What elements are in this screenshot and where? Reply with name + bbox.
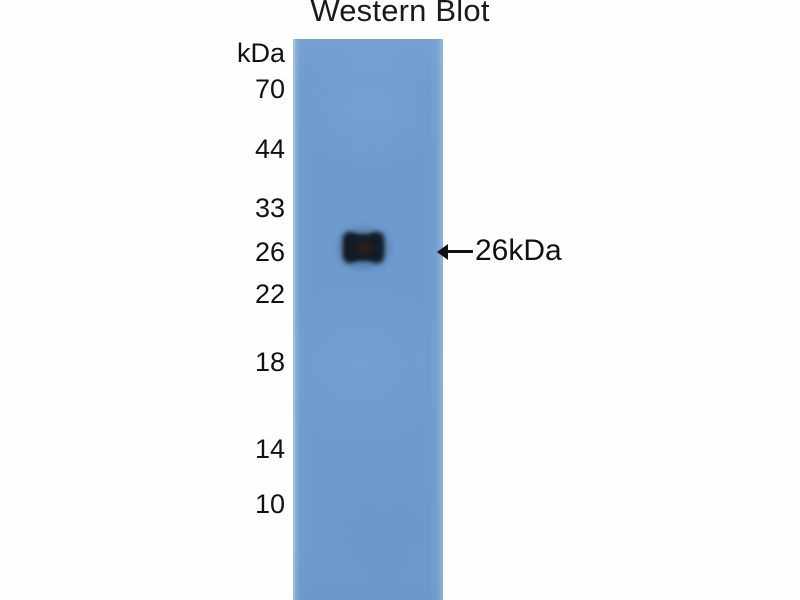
ladder-unit-label: kDa bbox=[236, 38, 285, 68]
arrow-shaft bbox=[444, 250, 473, 253]
band-annotation: 26kDa bbox=[437, 236, 562, 266]
band-annotation-label: 26kDa bbox=[475, 234, 562, 267]
ladder-marker-26: 26 bbox=[254, 237, 285, 267]
ladder-marker-44: 44 bbox=[254, 134, 285, 164]
ladder-marker-14: 14 bbox=[254, 434, 285, 464]
ladder-marker-70: 70 bbox=[254, 74, 285, 104]
ladder-marker-18: 18 bbox=[254, 347, 285, 377]
arrow-head bbox=[437, 243, 448, 260]
left-arrow-icon bbox=[437, 240, 473, 262]
ladder-marker-33: 33 bbox=[254, 193, 285, 223]
gel-lane-texture bbox=[293, 39, 443, 600]
ladder-marker-22: 22 bbox=[254, 279, 285, 309]
ladder-marker-10: 10 bbox=[254, 489, 285, 519]
page-title: Western Blot bbox=[310, 0, 490, 28]
gel-lane bbox=[293, 39, 443, 600]
